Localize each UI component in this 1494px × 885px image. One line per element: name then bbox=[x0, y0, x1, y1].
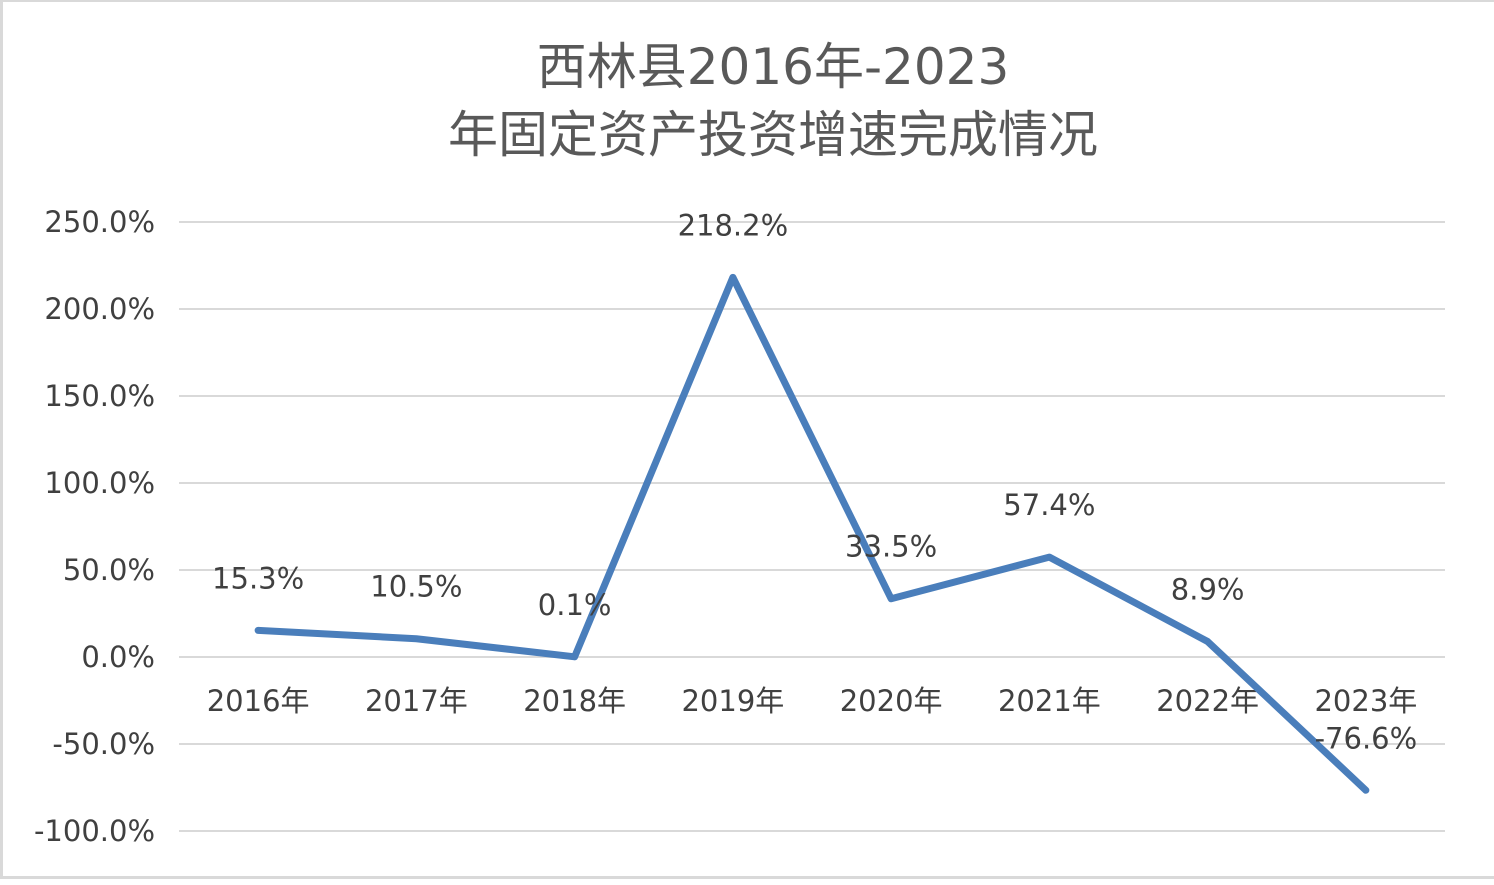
chart-title-line-2: 年固定资产投资增速完成情况 bbox=[448, 106, 1098, 164]
data-point bbox=[255, 627, 262, 634]
data-label: 15.3% bbox=[212, 561, 304, 595]
y-tick-label: 150.0% bbox=[44, 379, 155, 413]
x-axis-category-labels: 2016年 2017年 2018年 2019年 2020年 2021年 2022年 2023年 bbox=[207, 684, 1418, 718]
data-label: 10.5% bbox=[370, 570, 462, 604]
x-category-label: 2017年 bbox=[365, 684, 468, 718]
x-category-label: 2022年 bbox=[1156, 684, 1259, 718]
data-point bbox=[571, 653, 578, 660]
y-tick-label: 250.0% bbox=[44, 205, 155, 239]
x-category-label: 2018年 bbox=[523, 684, 626, 718]
y-tick-label: 100.0% bbox=[44, 466, 155, 500]
x-category-label: 2023年 bbox=[1314, 684, 1417, 718]
x-category-label: 2021年 bbox=[998, 684, 1101, 718]
data-point bbox=[1362, 787, 1369, 794]
x-category-label: 2016年 bbox=[207, 684, 310, 718]
y-tick-label: 200.0% bbox=[44, 292, 155, 326]
data-label: 33.5% bbox=[845, 530, 937, 564]
data-point bbox=[888, 595, 895, 602]
series-line bbox=[254, 273, 1370, 794]
y-tick-label: 0.0% bbox=[81, 640, 155, 674]
data-point bbox=[729, 274, 736, 281]
series-line-layer bbox=[254, 273, 1370, 794]
line-chart: 西林县2016年-2023 年固定资产投资增速完成情况 250.0% 200.0%… bbox=[34, 38, 1445, 848]
data-label: 57.4% bbox=[1003, 488, 1095, 522]
data-point bbox=[1204, 638, 1211, 645]
data-label: -76.6% bbox=[1315, 721, 1418, 755]
y-axis-tick-labels: 250.0% 200.0% 150.0% 100.0% 50.0% 0.0% -50.0% -… bbox=[34, 205, 155, 848]
y-tick-label: -100.0% bbox=[34, 814, 155, 848]
y-tick-label: -50.0% bbox=[52, 727, 155, 761]
data-point bbox=[1046, 554, 1053, 561]
chart-title-line-1: 西林县2016年-2023 bbox=[537, 38, 1010, 96]
x-category-label: 2020年 bbox=[840, 684, 943, 718]
data-point bbox=[413, 635, 420, 642]
gridlines bbox=[179, 221, 1445, 832]
x-category-label: 2019年 bbox=[681, 684, 784, 718]
y-tick-label: 50.0% bbox=[63, 553, 155, 587]
data-label: 0.1% bbox=[538, 588, 612, 622]
data-label: 8.9% bbox=[1171, 573, 1245, 607]
data-labels: 15.3% 10.5% 0.1% 218.2% 33.5% 57.4% 8.9% -76.6% bbox=[212, 208, 1417, 755]
data-label: 218.2% bbox=[678, 208, 789, 242]
